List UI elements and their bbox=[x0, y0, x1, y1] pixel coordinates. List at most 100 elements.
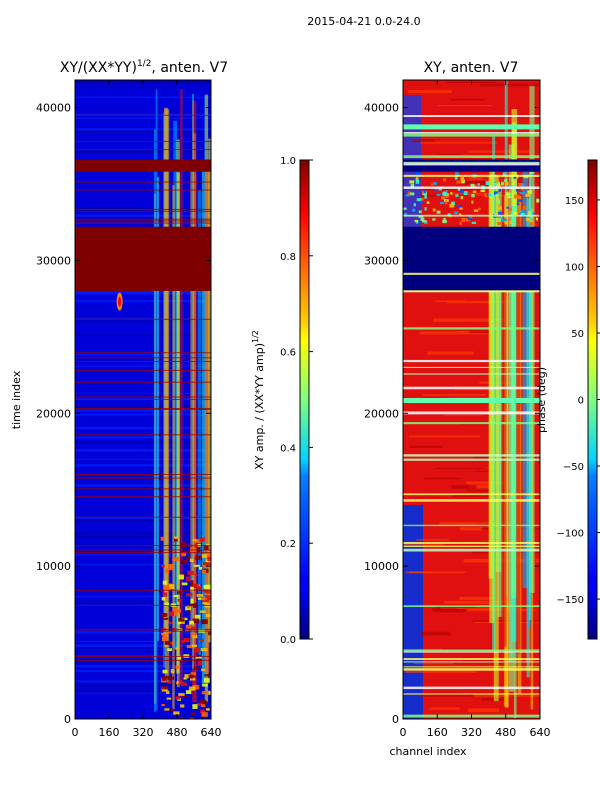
right-flag-line bbox=[403, 366, 540, 368]
right-x-tick-label: 640 bbox=[530, 726, 551, 739]
right-channel-stripe bbox=[529, 86, 535, 593]
right-speckle bbox=[497, 211, 503, 216]
left-noise-row bbox=[75, 543, 211, 546]
left-noise-row bbox=[75, 150, 211, 154]
right-speckle bbox=[526, 217, 530, 222]
left-colorbar-label-exponent: 1/2 bbox=[251, 330, 260, 343]
left-noise-row bbox=[75, 464, 211, 467]
right-speckle bbox=[484, 193, 488, 198]
left-speckle bbox=[164, 602, 170, 607]
right-speckle bbox=[517, 199, 523, 202]
left-speckle bbox=[195, 656, 202, 659]
left-noise-row bbox=[75, 532, 211, 535]
right-noise-row bbox=[473, 456, 496, 460]
left-noise-row bbox=[75, 405, 211, 407]
left-speckle bbox=[202, 590, 209, 593]
left-flag-line bbox=[75, 208, 211, 210]
right-speckle bbox=[507, 207, 513, 211]
right-noise-row bbox=[403, 542, 444, 546]
left-speckle bbox=[201, 597, 207, 601]
left-speckle bbox=[175, 608, 181, 613]
right-channel-stripe bbox=[528, 170, 532, 621]
left-speckle bbox=[172, 557, 179, 562]
right-flag-line bbox=[403, 651, 540, 653]
left-speckle bbox=[175, 696, 181, 700]
left-speckle bbox=[206, 553, 211, 557]
right-speckle bbox=[529, 212, 535, 216]
left-channel-stripe bbox=[172, 185, 175, 710]
right-speckle bbox=[442, 219, 447, 224]
left-speckle bbox=[190, 598, 194, 604]
right-speckle bbox=[460, 188, 464, 193]
left-speckle bbox=[190, 586, 194, 592]
left-speckle bbox=[181, 639, 186, 644]
left-speckle bbox=[167, 680, 172, 684]
right-speckle bbox=[449, 203, 455, 208]
right-noise-row bbox=[469, 330, 503, 334]
right-noise-row bbox=[451, 485, 477, 489]
right-speckle bbox=[506, 206, 509, 209]
left-speckle bbox=[180, 542, 187, 548]
left-speckle bbox=[175, 647, 179, 650]
left-speckle bbox=[200, 648, 208, 652]
right-noise-row bbox=[480, 83, 540, 87]
left-x-tick-label: 320 bbox=[133, 726, 154, 739]
right-speckle bbox=[529, 211, 532, 215]
left-speckle bbox=[203, 545, 209, 551]
right-y-tick-label: 40000 bbox=[364, 102, 399, 115]
right-noise-row bbox=[422, 394, 486, 396]
right-speckle bbox=[440, 202, 445, 205]
right-speckle bbox=[485, 181, 490, 185]
left-speckle bbox=[191, 626, 197, 630]
left-noise-row bbox=[75, 458, 211, 461]
right-speckle bbox=[488, 193, 493, 197]
right-noise-row bbox=[459, 596, 494, 600]
left-channel-stripe bbox=[204, 171, 209, 685]
right-speckle bbox=[405, 193, 410, 197]
right-speckle bbox=[471, 221, 477, 224]
right-speckle bbox=[432, 208, 436, 212]
right-y-tick-label: 20000 bbox=[364, 407, 399, 420]
right-speckle bbox=[460, 196, 464, 200]
right-flag-line bbox=[403, 545, 540, 548]
left-noise-row bbox=[75, 517, 211, 519]
left-saturated-band bbox=[75, 226, 211, 291]
right-speckle bbox=[436, 210, 441, 214]
left-speckle bbox=[160, 536, 165, 541]
left-speckle bbox=[170, 669, 175, 674]
left-speckle bbox=[185, 690, 192, 695]
right-speckle bbox=[521, 212, 526, 217]
right-channel-stripe bbox=[489, 168, 495, 623]
right-speckle bbox=[504, 219, 507, 223]
right-speckle bbox=[463, 191, 468, 196]
left-noise-row bbox=[75, 664, 211, 668]
left-noise-row bbox=[75, 214, 211, 218]
right-y-tick-label: 30000 bbox=[364, 254, 399, 267]
left-channel-stripe bbox=[176, 139, 180, 674]
left-x-tick-label: 0 bbox=[72, 726, 79, 739]
left-speckle bbox=[189, 558, 194, 562]
figure-suptitle: 2015-04-21 0.0-24.0 bbox=[307, 15, 420, 28]
left-noise-row bbox=[75, 96, 211, 99]
left-saturated-band bbox=[75, 159, 211, 172]
left-noise-row bbox=[75, 129, 211, 133]
right-green-band bbox=[403, 124, 540, 130]
right-speckle bbox=[418, 210, 422, 214]
right-flag-line bbox=[403, 327, 540, 330]
left-speckle bbox=[161, 617, 169, 620]
left-speckle bbox=[172, 627, 177, 633]
right-speckle bbox=[502, 172, 506, 176]
left-y-axis-label: time index bbox=[10, 370, 23, 429]
left-flag-line bbox=[75, 628, 211, 630]
left-y-tick-label: 30000 bbox=[36, 254, 71, 267]
left-speckle bbox=[198, 566, 203, 570]
left-speckle bbox=[173, 595, 179, 598]
right-speckle bbox=[525, 193, 531, 197]
left-colorbar-tick-label: 0.6 bbox=[280, 348, 296, 359]
left-noise-row bbox=[75, 655, 211, 657]
left-flag-line bbox=[75, 140, 211, 142]
right-channel-stripe bbox=[493, 175, 499, 701]
right-noise-row bbox=[420, 631, 451, 636]
left-speckle bbox=[181, 552, 187, 557]
left-colorbar: 0.0 0.2 0.4 0.6 0.8 1.0 XY amp. / (XX*YY amp)… bbox=[251, 156, 313, 646]
